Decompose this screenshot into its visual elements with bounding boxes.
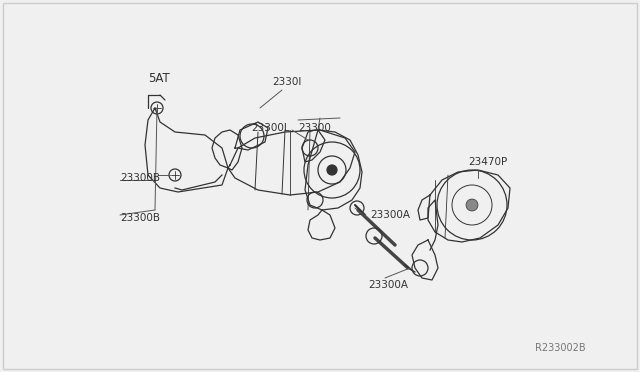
Text: R233002B: R233002B — [535, 343, 586, 353]
Text: 23300L: 23300L — [252, 123, 290, 133]
Text: 23470P: 23470P — [468, 157, 508, 167]
Text: 2330I: 2330I — [272, 77, 301, 87]
Text: 23300B: 23300B — [120, 213, 160, 223]
Text: 23300A: 23300A — [368, 280, 408, 290]
Text: 23300A: 23300A — [370, 210, 410, 220]
Text: 23300: 23300 — [298, 123, 331, 133]
Circle shape — [466, 199, 478, 211]
Circle shape — [327, 165, 337, 175]
Text: 23300B: 23300B — [120, 173, 160, 183]
Text: 5AT: 5AT — [148, 71, 170, 84]
